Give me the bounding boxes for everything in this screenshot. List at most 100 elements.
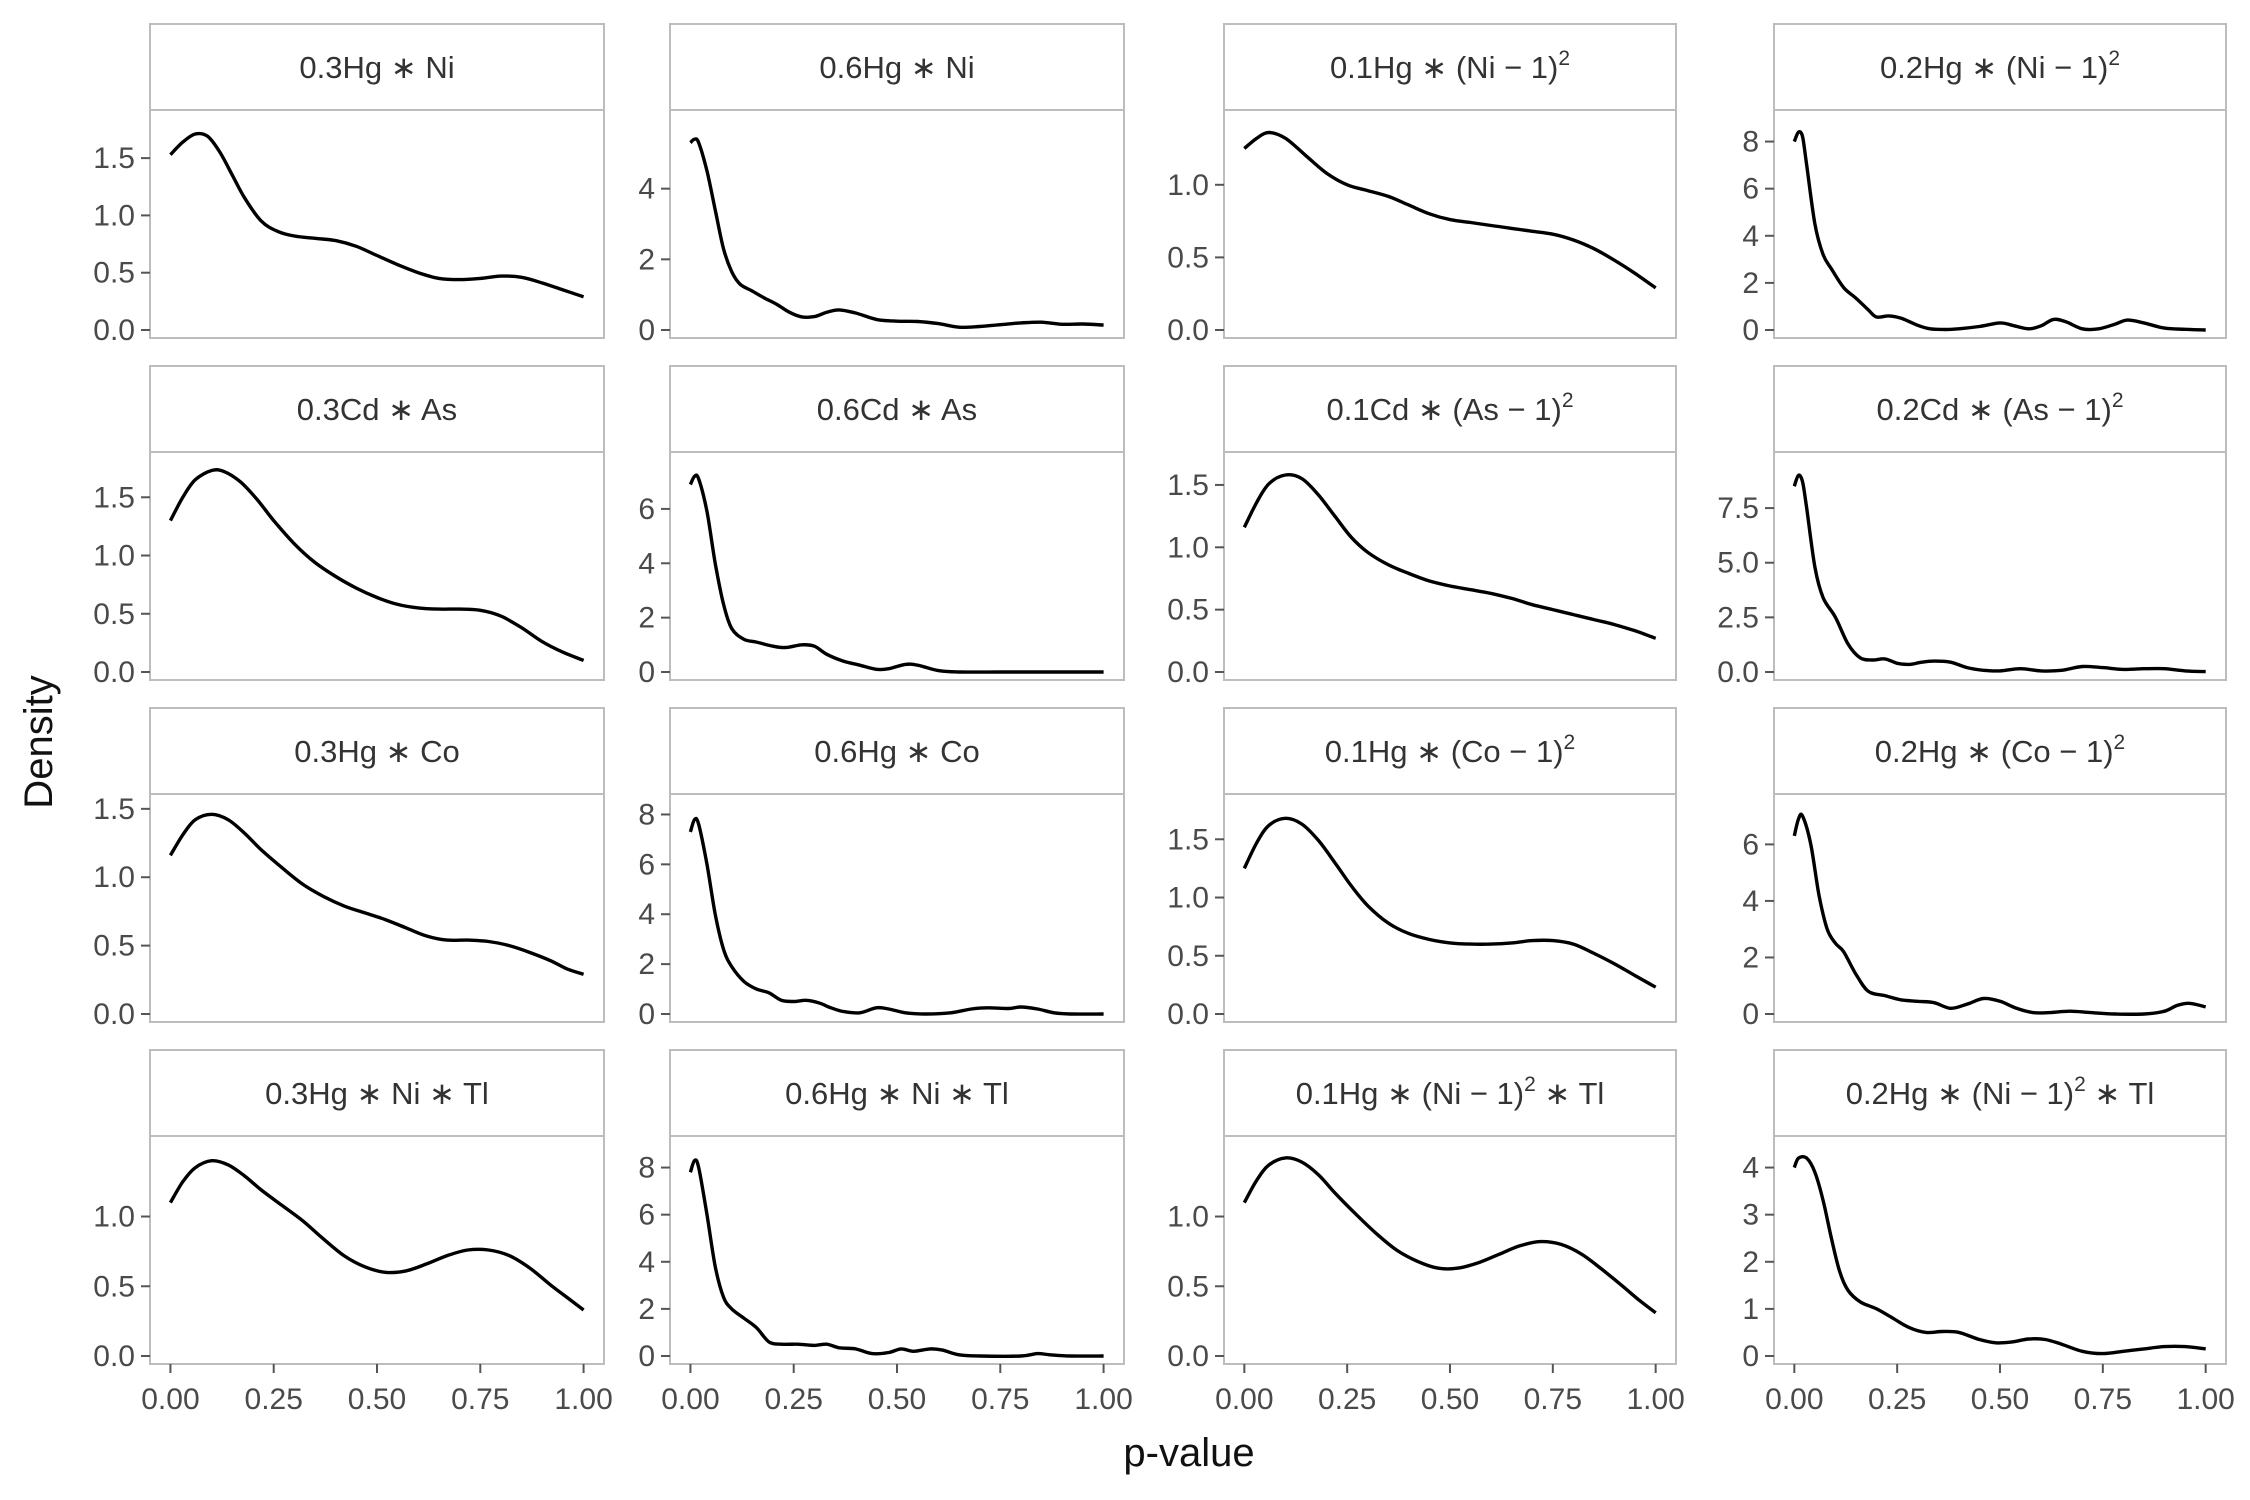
y-tick-label: 1.5 — [93, 793, 135, 826]
density-curve — [168, 812, 585, 976]
facet-panel: 0.6Hg ∗ Co 0 2 4 6 8 — [638, 707, 1125, 1031]
facet-panel: 0.1Hg ∗ (Ni − 1)2 ∗ Tl 0.0 0.5 1.0 0.00 0.25 0… — [1167, 1049, 1685, 1416]
y-tick-label: 1.0 — [1167, 169, 1209, 202]
y-tick-label: 0.0 — [93, 314, 135, 347]
facet-title-superscript: 2 — [1564, 731, 1576, 754]
facet-title-part: 0.1Cd ∗ (As − 1) — [1326, 392, 1561, 427]
facet-plot-area — [149, 109, 605, 339]
density-curve — [689, 137, 1104, 330]
y-tick-label: 0.5 — [1167, 241, 1209, 274]
y-tick-label: 1.0 — [1167, 882, 1209, 915]
y-tick-label: 4 — [1742, 1152, 1759, 1185]
y-tick-label: 6 — [1742, 828, 1759, 861]
facet-strip — [1773, 23, 2227, 111]
density-curve — [1242, 1156, 1657, 1315]
y-tick-label: 0.0 — [1167, 1340, 1209, 1373]
density-curve — [1792, 1154, 2206, 1356]
y-tick-label: 6 — [638, 848, 655, 881]
facet-plot-area — [149, 793, 605, 1023]
x-tick-label: 0.75 — [1524, 1383, 1582, 1416]
facet-title-part: 0.3Hg ∗ Ni ∗ Tl — [265, 1076, 489, 1111]
facet-plot-area — [1223, 451, 1677, 681]
facet-plot-area — [1773, 1135, 2227, 1365]
facet-plot-area — [149, 1135, 605, 1365]
facet-strip — [149, 707, 605, 795]
density-curve — [688, 1158, 1104, 1358]
x-tick-label: 0.00 — [661, 1383, 719, 1416]
y-tick-label: 0.5 — [93, 257, 135, 290]
facet-panel: 0.1Hg ∗ (Ni − 1)2 0.0 0.5 1.0 — [1167, 23, 1677, 347]
facet-panel: 0.6Hg ∗ Ni 0 2 4 — [638, 23, 1125, 347]
y-tick-label: 0 — [638, 314, 655, 347]
facet-plot-area — [1223, 793, 1677, 1023]
density-curve — [168, 468, 585, 662]
facet-plot-area — [669, 451, 1125, 681]
y-tick-label: 0.5 — [1167, 940, 1209, 973]
x-tick-label: 0.75 — [971, 1383, 1029, 1416]
facet-panel: 0.6Cd ∗ As 0 2 4 6 — [638, 365, 1125, 689]
facet-plot-area — [149, 451, 605, 681]
facet-title: 0.2Cd ∗ (As − 1)2 — [1876, 389, 2123, 427]
facet-panel: 0.2Cd ∗ (As − 1)2 0.0 2.5 5.0 7.5 — [1717, 365, 2227, 689]
y-tick-label: 6 — [1742, 173, 1759, 206]
y-tick-label: 8 — [1742, 126, 1759, 159]
facet-strip — [149, 23, 605, 111]
y-tick-label: 4 — [638, 1246, 655, 1279]
facet-plot-area — [1773, 451, 2227, 681]
facet-strip — [1223, 1049, 1677, 1137]
y-tick-label: 0.0 — [93, 1340, 135, 1373]
y-tick-label: 4 — [638, 173, 655, 206]
y-tick-label: 0.0 — [1167, 998, 1209, 1031]
x-tick-label: 1.00 — [2176, 1383, 2234, 1416]
facet-panel: 0.3Hg ∗ Co 0.0 0.5 1.0 1.5 — [93, 707, 605, 1031]
facet-panel: 0.1Hg ∗ (Co − 1)2 0.0 0.5 1.0 1.5 — [1167, 707, 1677, 1031]
density-curve — [1792, 473, 2206, 674]
y-tick-label: 1.0 — [93, 199, 135, 232]
facet-title: 0.3Cd ∗ As — [297, 392, 457, 427]
facet-title: 0.2Hg ∗ (Ni − 1)2 ∗ Tl — [1846, 1073, 2155, 1111]
y-tick-label: 4 — [1742, 220, 1759, 253]
facet-title-part: ∗ Tl — [1536, 1076, 1604, 1111]
y-tick-label: 4 — [1742, 885, 1759, 918]
y-tick-label: 0 — [638, 1340, 655, 1373]
x-tick-label: 1.00 — [1074, 1383, 1132, 1416]
y-tick-label: 1.5 — [93, 481, 135, 514]
y-tick-label: 1.0 — [1167, 531, 1209, 564]
facet-title: 0.6Hg ∗ Ni ∗ Tl — [785, 1076, 1009, 1111]
facet-plot-area — [669, 793, 1125, 1023]
facet-panel: 0.1Cd ∗ (As − 1)2 0.0 0.5 1.0 1.5 — [1167, 365, 1677, 689]
y-tick-label: 8 — [638, 1152, 655, 1185]
x-tick-label: 0.50 — [348, 1383, 406, 1416]
y-tick-label: 5.0 — [1717, 547, 1759, 580]
density-curve — [688, 816, 1104, 1016]
y-tick-label: 1.5 — [93, 142, 135, 175]
facet-title-part: 0.6Hg ∗ Ni — [819, 50, 974, 85]
facet-title: 0.1Cd ∗ (As − 1)2 — [1326, 389, 1573, 427]
x-axis-title: p-value — [1123, 1431, 1254, 1475]
y-tick-label: 0.0 — [1717, 656, 1759, 689]
facet-strip — [1223, 365, 1677, 453]
x-tick-label: 0.00 — [141, 1383, 199, 1416]
y-tick-label: 2 — [638, 243, 655, 276]
density-curve — [1792, 130, 2206, 332]
facet-plot-area — [1773, 109, 2227, 339]
y-tick-label: 3 — [1742, 1199, 1759, 1232]
facet-title: 0.3Hg ∗ Ni ∗ Tl — [265, 1076, 489, 1111]
x-tick-label: 1.00 — [1626, 1383, 1684, 1416]
facet-panel: 0.3Cd ∗ As 0.0 0.5 1.0 1.5 — [93, 365, 605, 689]
y-axis-title: Density — [17, 675, 61, 808]
x-tick-label: 0.00 — [1215, 1383, 1273, 1416]
facet-panel: 0.3Hg ∗ Ni 0.0 0.5 1.0 1.5 — [93, 23, 605, 347]
facet-strip — [1773, 365, 2227, 453]
y-tick-label: 0.0 — [1167, 314, 1209, 347]
facet-title: 0.1Hg ∗ (Co − 1)2 — [1325, 731, 1575, 769]
facet-panel: 0.3Hg ∗ Ni ∗ Tl 0.0 0.5 1.0 0.00 0.25 0.50 0.75… — [93, 1049, 613, 1416]
y-tick-label: 1.0 — [93, 1201, 135, 1234]
x-tick-label: 0.25 — [1318, 1383, 1376, 1416]
facet-plot-area — [669, 1135, 1125, 1365]
facet-title-superscript: 2 — [2074, 1073, 2086, 1096]
facet-title: 0.2Hg ∗ (Ni − 1)2 — [1880, 47, 2120, 85]
y-tick-label: 0.5 — [1167, 1270, 1209, 1303]
density-curve — [688, 473, 1104, 674]
